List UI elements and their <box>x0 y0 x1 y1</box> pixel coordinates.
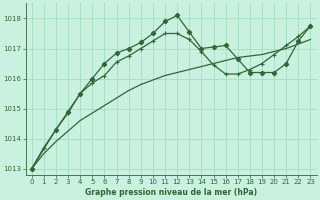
X-axis label: Graphe pression niveau de la mer (hPa): Graphe pression niveau de la mer (hPa) <box>85 188 257 197</box>
